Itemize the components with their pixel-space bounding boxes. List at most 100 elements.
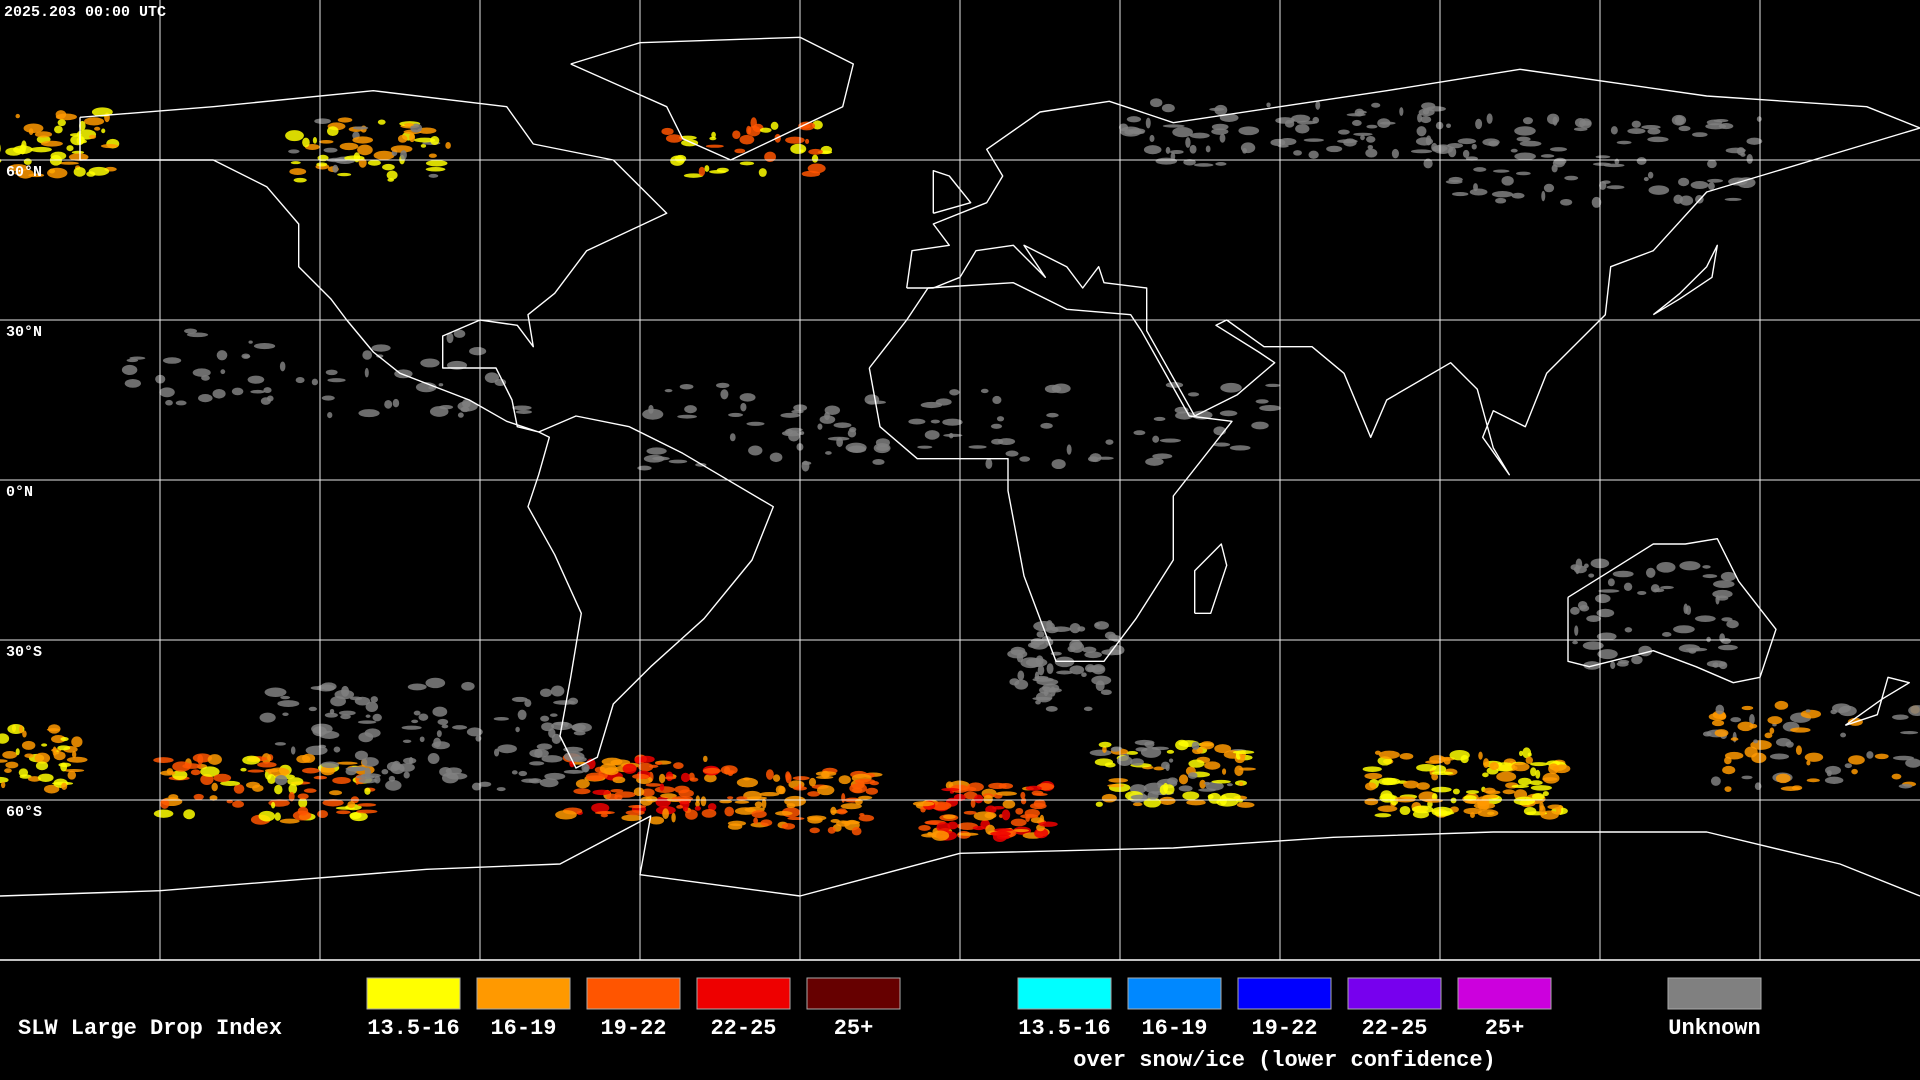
cloud-patch [232, 800, 244, 808]
cloud-patch [1083, 706, 1093, 712]
cloud-patch [1648, 185, 1670, 195]
cloud-patch [524, 699, 532, 707]
cloud-patch [806, 815, 827, 821]
cloud-patch [1631, 120, 1641, 128]
latitude-labels: 60°N 30°N 0°N 30°S 60°S [6, 164, 42, 821]
cloud-patch [297, 793, 309, 800]
cloud-patch [824, 411, 830, 421]
cloud-patch [1486, 113, 1493, 124]
cloud-patch [384, 400, 393, 409]
cloud-patch [645, 783, 662, 787]
cloud-patch [1159, 796, 1176, 805]
cloud-patch [344, 155, 365, 161]
coastline [1844, 676, 1910, 726]
cloud-patch [274, 742, 287, 746]
legend-label: 13.5-16 [1018, 1016, 1110, 1041]
cloud-patch [836, 437, 843, 448]
cloud-patch [1429, 755, 1446, 764]
cloud-patch [1215, 162, 1227, 166]
cloud-patch [372, 713, 382, 722]
cloud-patch [1211, 123, 1229, 131]
cloud-patch [859, 812, 865, 817]
cloud-patch [409, 757, 414, 765]
cloud-patch [1848, 755, 1865, 765]
cloud-patch [668, 459, 688, 464]
cloud-patch [1908, 705, 1920, 717]
cloud-patch [320, 765, 336, 776]
cloud-patch [1588, 573, 1595, 578]
cloud-patch [751, 810, 767, 818]
cloud-patch [1756, 116, 1762, 122]
cloud-patch [428, 153, 437, 158]
cloud-patch [493, 717, 509, 721]
cloud-patch [739, 393, 756, 402]
cloud-patch [402, 739, 412, 743]
cloud-patch [417, 127, 437, 134]
cloud-patch [1556, 806, 1562, 815]
cloud-patch [367, 159, 381, 166]
cloud-patch [364, 367, 369, 378]
cloud-patch [812, 120, 823, 130]
cloud-patch [1086, 665, 1105, 673]
cloud-patch [1463, 795, 1477, 801]
cloud-patch [759, 127, 772, 133]
cloud-patch [1601, 180, 1611, 184]
cloud-patch [1238, 781, 1244, 786]
cloud-patch [1007, 649, 1028, 659]
cloud-patch [539, 778, 559, 788]
cloud-patch [184, 328, 198, 334]
cloud-patch [1232, 750, 1255, 755]
cloud-patch [517, 709, 527, 720]
cloud-patch [740, 402, 747, 412]
cloud-patch [1452, 788, 1460, 795]
cloud-patch [912, 801, 935, 807]
cloud-patch [1303, 138, 1324, 142]
cloud-patch [287, 777, 304, 786]
cloud-patch [1767, 716, 1783, 725]
cloud-patch [279, 818, 300, 824]
cloud-patch [357, 803, 377, 807]
cloud-patch [1010, 818, 1027, 827]
cloud-patch [1155, 157, 1178, 165]
cloud-patch [35, 761, 49, 771]
cloud-patch [1730, 737, 1739, 741]
cloud-patch [336, 810, 351, 815]
cloud-patch [1116, 755, 1133, 767]
cloud-patch [1437, 146, 1445, 153]
cloud-patch [2, 750, 18, 759]
cloud-patch [165, 399, 173, 406]
cloud-patch [788, 431, 800, 442]
cloud-patch [325, 369, 338, 376]
cloud-patch [190, 769, 201, 776]
cloud-patch [1627, 128, 1646, 134]
cloud-patch [1051, 459, 1066, 470]
cloud-patch [321, 395, 335, 401]
cloud-patch [1214, 104, 1228, 116]
cloud-patch [1255, 399, 1269, 404]
cloud-patch [153, 809, 174, 818]
cloud-patch [355, 774, 375, 779]
cloud-patch [827, 826, 836, 834]
cloud-patch [28, 776, 42, 782]
cloud-patch [591, 802, 610, 813]
cloud-patch [917, 445, 933, 449]
cloud-patch [996, 416, 1005, 422]
cloud-patch [638, 755, 655, 763]
cloud-patch [1417, 113, 1423, 123]
cloud-patch [1291, 114, 1311, 123]
cloud-patch [1126, 116, 1142, 123]
cloud-patch [233, 784, 245, 794]
cloud-patch [830, 806, 837, 816]
cloud-patch [637, 465, 652, 471]
cloud-patch [1229, 445, 1251, 451]
cloud-patch [625, 810, 645, 816]
cloud-patch [816, 785, 835, 796]
cloud-patch [1379, 793, 1396, 803]
cloud-patch [1005, 450, 1019, 457]
cloud-patch [362, 350, 373, 360]
cloud-patch [1191, 741, 1200, 750]
cloud-patch [4, 768, 12, 773]
cloud-patch [349, 811, 368, 822]
cloud-patch [1431, 771, 1454, 775]
cloud-patch [1067, 645, 1076, 653]
